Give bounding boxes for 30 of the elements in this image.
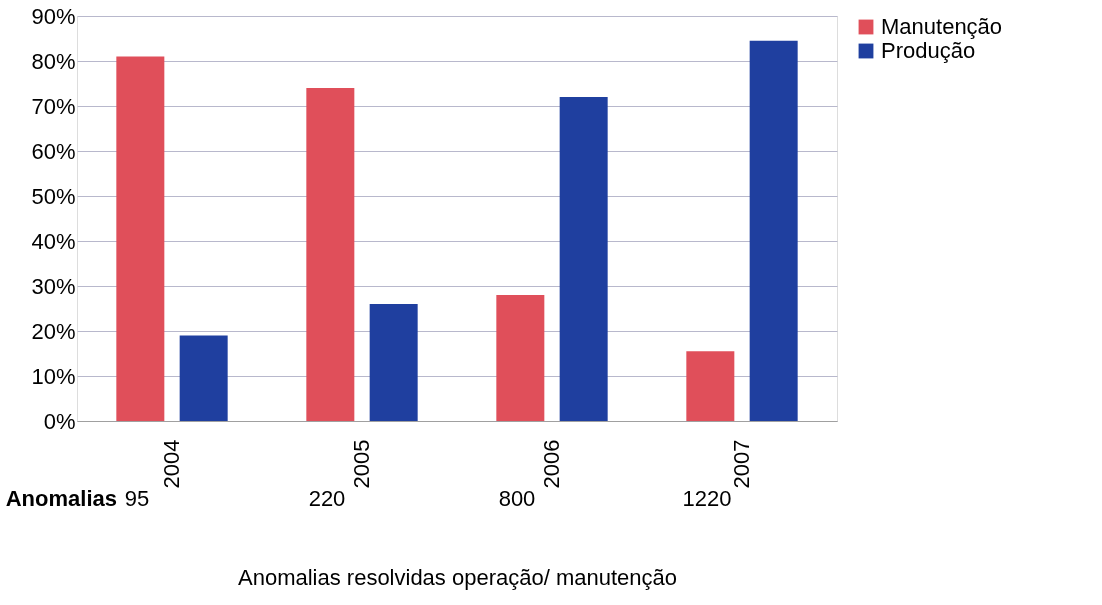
bar <box>559 97 608 421</box>
bar <box>179 335 228 421</box>
x-tick-label: 2007 <box>729 439 754 489</box>
y-tick-label: 40% <box>31 228 76 254</box>
bar <box>686 351 735 421</box>
bar <box>116 56 165 421</box>
text: 1220 <box>682 486 732 511</box>
y-tick-label: 30% <box>31 273 76 299</box>
y-tick-label: 0% <box>43 408 76 434</box>
y-tick-label: 80% <box>31 48 76 74</box>
text: 95 <box>124 486 150 511</box>
x-tick-label: 2006 <box>539 439 564 489</box>
bar <box>496 295 545 421</box>
x-tick-label: 2004 <box>159 439 184 489</box>
y-tick-label: 20% <box>31 318 76 344</box>
y-tick-label: 90% <box>31 3 76 29</box>
bar <box>749 40 798 421</box>
bar <box>369 304 418 421</box>
x-tick-label: 2005 <box>349 439 374 489</box>
y-tick-label: 70% <box>31 93 76 119</box>
x-axis-title: Anomalias resolvidas operação/ manutenção <box>237 565 678 591</box>
text: 220 <box>308 486 346 511</box>
y-tick-label: 50% <box>31 183 76 209</box>
text: Anomalias <box>5 486 117 511</box>
y-tick-label: 10% <box>31 363 76 389</box>
legend-label: Manutenção <box>881 14 1003 39</box>
text: 800 <box>498 486 536 511</box>
bar <box>306 88 355 421</box>
legend-label: Produção <box>881 38 976 63</box>
y-tick-label: 60% <box>31 138 76 164</box>
